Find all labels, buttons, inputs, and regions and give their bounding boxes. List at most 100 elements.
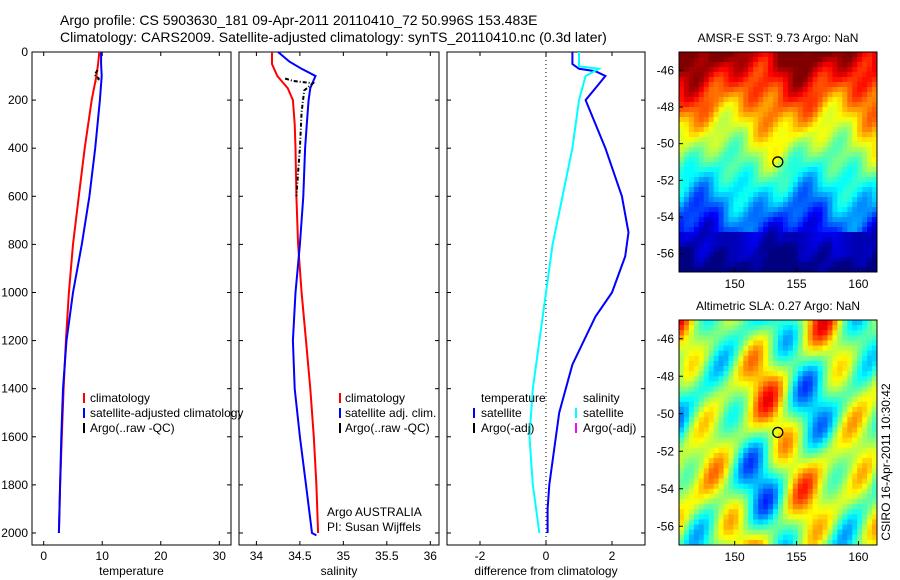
sla-map-cell	[837, 335, 843, 341]
sst-map-cell	[758, 147, 764, 153]
sla-map-cell	[832, 355, 838, 362]
sla-map-cell	[773, 376, 779, 382]
sla-map-cell	[773, 320, 779, 326]
sst-map-cell	[708, 222, 715, 228]
sla-map-cell	[797, 427, 804, 433]
sst-map-cell	[688, 242, 695, 248]
sla-map-cell	[703, 529, 710, 536]
sla-map-cell	[679, 498, 685, 505]
sst-map-cell	[867, 202, 873, 208]
sla-map-cell	[693, 504, 700, 510]
sla-map-cell	[768, 376, 774, 382]
sst-map-cell	[802, 132, 809, 138]
sla-map-cell	[768, 493, 774, 500]
sst-map-cell	[862, 77, 868, 83]
sla-map-cell	[753, 447, 759, 454]
sla-map-cell	[743, 340, 749, 346]
sst-map-cell	[778, 262, 784, 268]
sst-map-cell	[867, 197, 873, 203]
sla-map-cell	[787, 376, 794, 382]
figure-title-line2: Climatology: CARS2009. Satellite-adjuste…	[60, 29, 607, 45]
sla-map-cell	[792, 345, 799, 352]
sla-map-cell	[723, 417, 729, 423]
sst-map-cell	[758, 177, 764, 183]
sla-map-cell	[822, 422, 828, 428]
sla-map-cell	[688, 396, 695, 403]
sla-map-cell	[817, 519, 823, 525]
sst-map-cell	[852, 227, 858, 233]
sla-map-cell	[797, 376, 804, 382]
sst-map-cell	[867, 257, 873, 263]
sst-map-cell	[857, 72, 863, 78]
sla-map-cell	[748, 366, 754, 372]
sst-map-cell	[679, 182, 685, 188]
sla-map-cell	[763, 422, 769, 428]
sst-map-cell	[733, 72, 739, 78]
sla-map-cell	[773, 401, 779, 408]
sla-map-cell	[842, 376, 848, 382]
sla-map-cell	[837, 524, 843, 531]
sla-map-cell	[748, 391, 754, 398]
sla-map-cell	[867, 534, 873, 541]
sla-map-cell	[787, 442, 794, 449]
sla-map-cell	[708, 417, 715, 423]
sla-map-cell	[758, 427, 764, 433]
sla-map-cell	[837, 396, 843, 403]
sla-map-cell	[703, 519, 710, 525]
sst-map-cell	[723, 267, 729, 273]
sla-map-cell	[693, 498, 700, 505]
sla-map-cell	[872, 529, 878, 536]
sst-map-cell	[832, 177, 838, 183]
sla-map-cell	[812, 376, 818, 382]
sst-map-cell	[763, 97, 769, 103]
sst-map-cell	[817, 182, 823, 188]
sla-map-cell	[753, 376, 759, 382]
sst-map-cell	[698, 252, 705, 258]
sst-map-cell	[852, 202, 858, 208]
sst-map-cell	[679, 172, 685, 178]
sst-map-cell	[679, 122, 685, 128]
sla-map-cell	[822, 498, 828, 505]
sla-map-cell	[832, 366, 838, 372]
sla-map-cell	[698, 452, 705, 459]
sla-map-cell	[832, 493, 838, 500]
sla-map-cell	[797, 360, 804, 367]
sla-map-cell	[733, 412, 739, 418]
sla-map-cell	[802, 360, 809, 367]
sla-map-cell	[723, 432, 729, 439]
sst-map-cell	[708, 257, 715, 263]
sla-map-cell	[743, 509, 749, 515]
sla-map-cell	[852, 355, 858, 362]
sst-map-cell	[743, 167, 749, 173]
sst-map-cell	[733, 127, 739, 133]
sst-map-cell	[807, 262, 814, 268]
sst-map-cell	[832, 82, 838, 88]
sla-map-cell	[768, 386, 774, 392]
sst-map-cell	[817, 82, 823, 88]
sla-map-cell	[693, 524, 700, 531]
sst-map-cell	[713, 217, 719, 223]
sst-map-cell	[802, 122, 809, 128]
sla-map-cell	[723, 509, 729, 515]
sla-map-cell	[763, 427, 769, 433]
sst-map-cell	[693, 157, 700, 163]
sst-map-cell	[683, 202, 690, 208]
sst-map-cell	[832, 217, 838, 223]
sla-map-cell	[822, 468, 828, 474]
sst-map-cell	[778, 182, 784, 188]
sla-map-cell	[763, 478, 769, 485]
sla-map-cell	[748, 437, 754, 444]
sla-map-cell	[768, 355, 774, 362]
sst-map-cell	[768, 52, 774, 58]
sla-map-cell	[862, 432, 868, 439]
sla-map-cell	[683, 493, 690, 500]
sst-map-cell	[832, 132, 838, 138]
sst-map-cell	[802, 72, 809, 78]
sst-map-cell	[753, 72, 759, 78]
sla-map-cell	[738, 366, 744, 372]
sla-map-cell	[728, 406, 734, 413]
sla-map-cell	[792, 493, 799, 500]
sst-map-cell	[872, 97, 878, 103]
sla-map-cell	[867, 463, 873, 469]
sst-map-cell	[847, 102, 853, 108]
